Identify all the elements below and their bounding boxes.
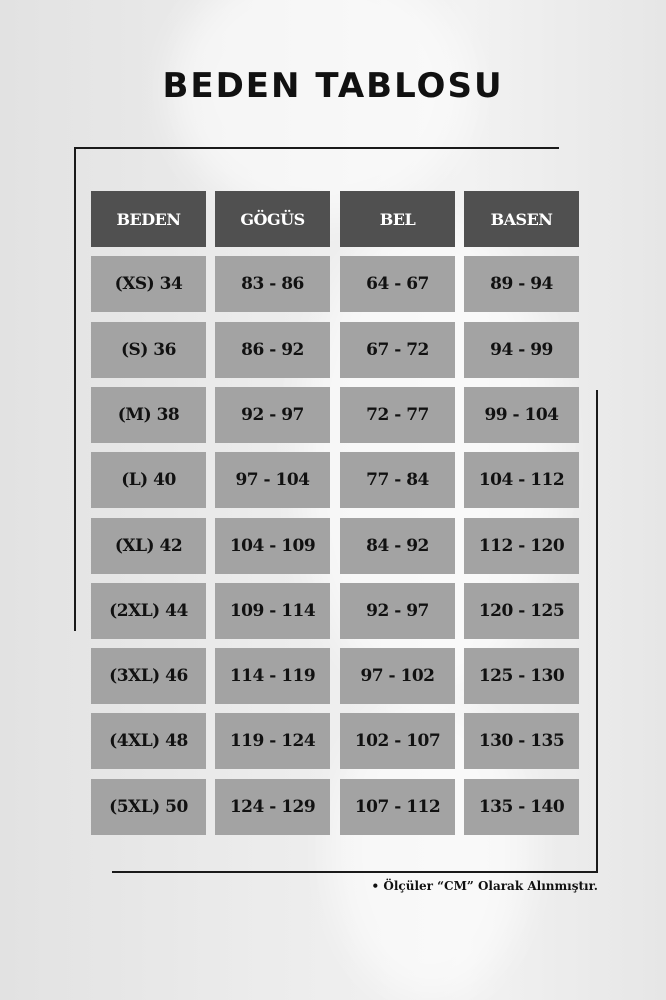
table-cell: 89 - 94 xyxy=(464,256,579,312)
table-header-cell: BEDEN xyxy=(91,191,206,247)
table-cell: 94 - 99 xyxy=(464,322,579,378)
measurement-note: • Ölçüler “CM” Olarak Alınmıştır. xyxy=(371,879,598,893)
table-header-cell: BEL xyxy=(340,191,455,247)
table-cell: 107 - 112 xyxy=(340,779,455,835)
table-cell: (S) 36 xyxy=(91,322,206,378)
table-cell: 67 - 72 xyxy=(340,322,455,378)
table-cell: 72 - 77 xyxy=(340,387,455,443)
table-cell: (XS) 34 xyxy=(91,256,206,312)
background-silhouette xyxy=(170,0,470,220)
table-cell: 114 - 119 xyxy=(215,648,330,704)
frame-line-right xyxy=(596,390,598,873)
table-cell: (2XL) 44 xyxy=(91,583,206,639)
table-cell: (3XL) 46 xyxy=(91,648,206,704)
table-cell: 135 - 140 xyxy=(464,779,579,835)
table-cell: 102 - 107 xyxy=(340,713,455,769)
table-cell: (5XL) 50 xyxy=(91,779,206,835)
table-cell: 83 - 86 xyxy=(215,256,330,312)
table-cell: (L) 40 xyxy=(91,452,206,508)
table-cell: (XL) 42 xyxy=(91,518,206,574)
table-header-cell: GÖGÜS xyxy=(215,191,330,247)
table-cell: 124 - 129 xyxy=(215,779,330,835)
table-cell: 120 - 125 xyxy=(464,583,579,639)
table-cell: 125 - 130 xyxy=(464,648,579,704)
frame-line-top xyxy=(75,147,559,149)
frame-line-left xyxy=(74,147,76,631)
table-cell: 77 - 84 xyxy=(340,452,455,508)
table-cell: 92 - 97 xyxy=(215,387,330,443)
table-header-cell: BASEN xyxy=(464,191,579,247)
table-cell: 84 - 92 xyxy=(340,518,455,574)
table-cell: 64 - 67 xyxy=(340,256,455,312)
table-cell: 97 - 104 xyxy=(215,452,330,508)
table-cell: 109 - 114 xyxy=(215,583,330,639)
table-cell: 130 - 135 xyxy=(464,713,579,769)
table-cell: 112 - 120 xyxy=(464,518,579,574)
table-cell: 92 - 97 xyxy=(340,583,455,639)
table-cell: (4XL) 48 xyxy=(91,713,206,769)
table-cell: 119 - 124 xyxy=(215,713,330,769)
table-cell: 86 - 92 xyxy=(215,322,330,378)
table-cell: 97 - 102 xyxy=(340,648,455,704)
table-cell: (M) 38 xyxy=(91,387,206,443)
table-cell: 99 - 104 xyxy=(464,387,579,443)
table-cell: 104 - 109 xyxy=(215,518,330,574)
page-title: BEDEN TABLOSU xyxy=(162,66,504,106)
frame-line-bottom xyxy=(112,871,598,873)
table-cell: 104 - 112 xyxy=(464,452,579,508)
